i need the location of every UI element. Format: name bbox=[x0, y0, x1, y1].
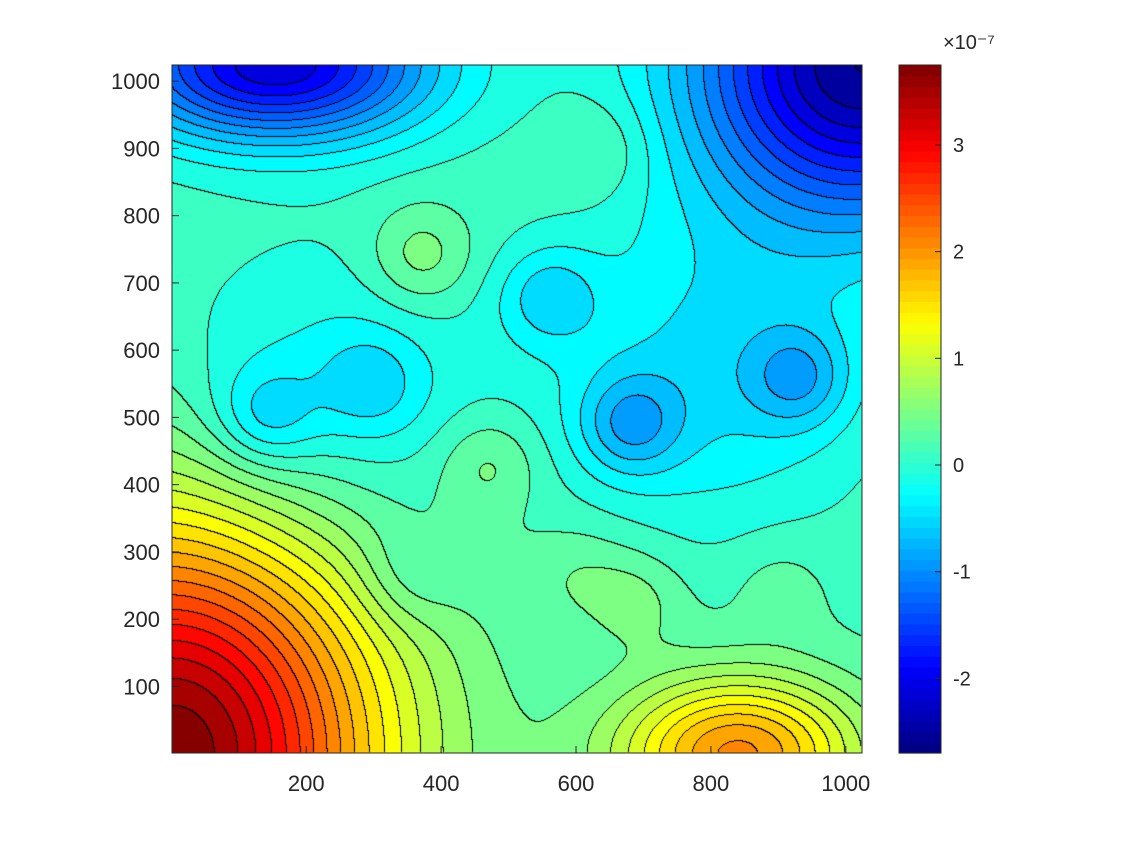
colorbar-segment bbox=[899, 140, 941, 152]
y-axis: 100 200 300 400 500 600 700 800 900 1000 bbox=[111, 69, 179, 699]
colorbar-tick-label: 0 bbox=[953, 455, 964, 477]
colorbar-tick-label: 3 bbox=[953, 135, 964, 157]
colorbar-segment bbox=[899, 409, 941, 421]
colorbar-segment bbox=[899, 161, 941, 174]
y-tick-label: 1000 bbox=[111, 69, 160, 94]
colorbar-segment bbox=[899, 398, 941, 410]
colorbar-segment bbox=[899, 247, 941, 260]
colorbar-segment bbox=[899, 559, 941, 571]
colorbar-segment bbox=[899, 516, 941, 528]
colorbar-segment bbox=[899, 129, 941, 141]
colorbar bbox=[898, 64, 942, 754]
colorbar-axis: -2 -1 0 1 2 3 bbox=[935, 135, 971, 690]
colorbar-segment bbox=[899, 301, 941, 313]
colorbar-segment bbox=[899, 527, 941, 539]
colorbar-segment bbox=[899, 333, 941, 346]
plot-frame bbox=[171, 64, 863, 754]
colorbar-segment bbox=[899, 742, 941, 754]
colorbar-segment bbox=[899, 462, 941, 475]
colorbar-segment bbox=[899, 215, 941, 227]
colorbar-tick-label: -2 bbox=[953, 668, 971, 690]
colorbar-segment bbox=[899, 312, 941, 324]
colorbar-segment bbox=[899, 538, 941, 550]
y-tick-label: 900 bbox=[123, 136, 160, 161]
colorbar-tick-label: -1 bbox=[953, 562, 971, 584]
colorbar-segment bbox=[899, 376, 941, 389]
colorbar-segment bbox=[899, 118, 941, 131]
colorbar-segment bbox=[899, 548, 941, 561]
colorbar-segment bbox=[899, 667, 941, 679]
colorbar-segment bbox=[899, 86, 941, 98]
x-tick-label: 1000 bbox=[821, 771, 870, 796]
colorbar-segment bbox=[899, 108, 941, 120]
colorbar-segment bbox=[899, 731, 941, 743]
x-tick-label: 200 bbox=[288, 771, 325, 796]
contour-plot-area bbox=[171, 64, 863, 754]
colorbar-segment bbox=[899, 226, 941, 238]
colorbar-segment bbox=[899, 194, 941, 206]
colorbar-segment bbox=[899, 484, 941, 496]
colorbar-segment bbox=[899, 290, 941, 303]
colorbar-segment bbox=[899, 419, 941, 432]
x-tick-label: 600 bbox=[558, 771, 595, 796]
colorbar-segment bbox=[899, 495, 941, 507]
colorbar-segment bbox=[899, 570, 941, 582]
colorbar-segment bbox=[899, 473, 941, 485]
colorbar-segment bbox=[899, 269, 941, 281]
colorbar-segment bbox=[899, 581, 941, 593]
contour-fill-image bbox=[172, 65, 862, 753]
y-tick-label: 700 bbox=[123, 271, 160, 296]
colorbar-segment bbox=[899, 624, 941, 636]
colorbar-segment bbox=[899, 323, 941, 335]
colorbar-segment bbox=[899, 183, 941, 195]
y-tick-label: 100 bbox=[123, 674, 160, 699]
colorbar-segment bbox=[899, 366, 941, 378]
colorbar-segment bbox=[899, 699, 941, 711]
colorbar-segment bbox=[899, 688, 941, 700]
colorbar-segment bbox=[899, 645, 941, 657]
colorbar-exponent-label: ×10⁻⁷ bbox=[943, 32, 995, 54]
colorbar-segment bbox=[899, 204, 941, 217]
colorbar-segment bbox=[899, 602, 941, 614]
colorbar-segment bbox=[899, 387, 941, 399]
x-tick-label: 800 bbox=[693, 771, 730, 796]
colorbar-segment bbox=[899, 720, 941, 733]
colorbar-segment bbox=[899, 710, 941, 722]
y-tick-label: 400 bbox=[123, 473, 160, 498]
colorbar-segment bbox=[899, 344, 941, 356]
colorbar-segment bbox=[899, 75, 941, 88]
colorbar-segment bbox=[899, 677, 941, 690]
colorbar-segment bbox=[899, 65, 941, 77]
colorbar-tick-label: 2 bbox=[953, 242, 964, 264]
y-tick-label: 300 bbox=[123, 540, 160, 565]
colorbar-segment bbox=[899, 613, 941, 625]
x-axis: 200 400 600 800 1000 bbox=[288, 746, 870, 796]
y-tick-label: 200 bbox=[123, 607, 160, 632]
x-tick-label: 400 bbox=[423, 771, 460, 796]
colorbar-segment bbox=[899, 237, 941, 249]
colorbar-segment bbox=[899, 280, 941, 292]
colorbar-tick-label: 1 bbox=[953, 348, 964, 370]
y-tick-label: 800 bbox=[123, 204, 160, 229]
colorbar-segment bbox=[899, 634, 941, 647]
colorbar-segment bbox=[899, 97, 941, 109]
colorbar-segment bbox=[899, 441, 941, 453]
colorbar-segment bbox=[899, 172, 941, 184]
colorbar-frame bbox=[898, 64, 942, 754]
colorbar-segment bbox=[899, 505, 941, 518]
y-tick-label: 500 bbox=[123, 405, 160, 430]
colorbar-segment bbox=[899, 591, 941, 604]
colorbar-segment bbox=[899, 355, 941, 367]
colorbar-segment bbox=[899, 656, 941, 668]
colorbar-segment bbox=[899, 151, 941, 163]
colorbar-segment bbox=[899, 452, 941, 464]
colorbar-segment bbox=[899, 258, 941, 270]
y-tick-label: 600 bbox=[123, 338, 160, 363]
colorbar-segment bbox=[899, 430, 941, 442]
